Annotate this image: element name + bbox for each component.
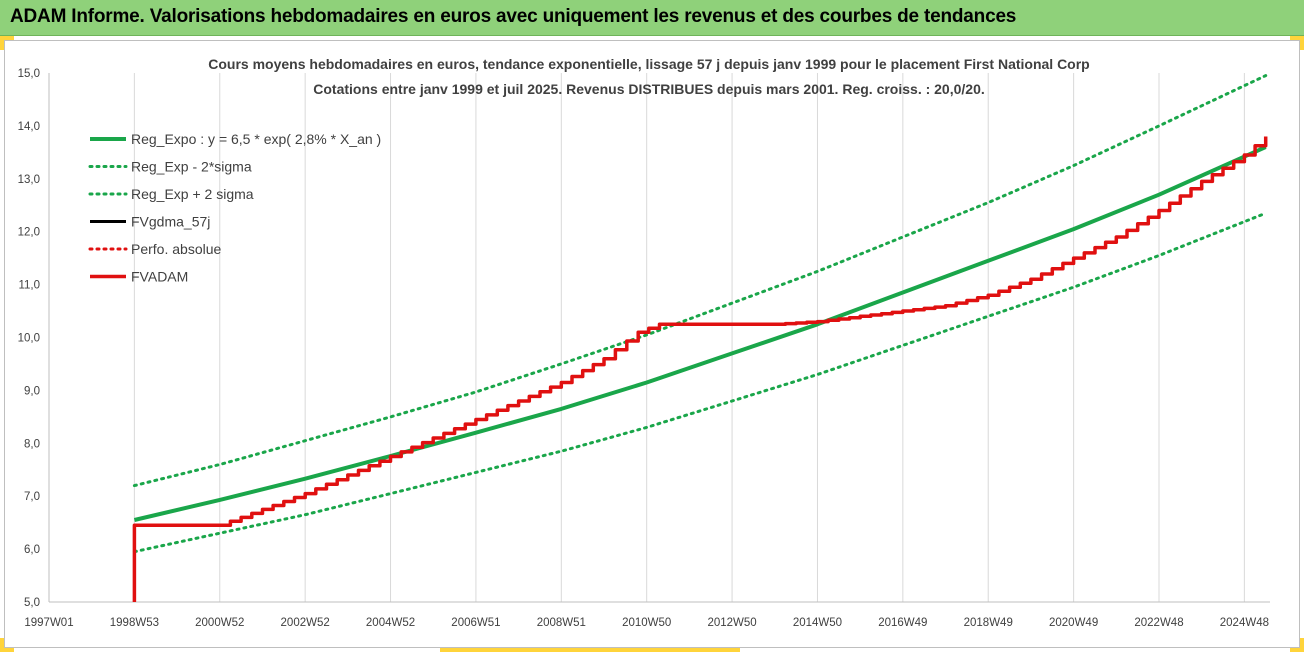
y-tick-label: 12,0 — [18, 227, 40, 239]
chart-title: Cours moyens hebdomadaires en euros, ten… — [208, 56, 1090, 72]
y-tick-label: 10,0 — [18, 333, 40, 345]
x-tick-label: 1998W53 — [110, 617, 159, 629]
legend-label: Reg_Expo : y = 6,5 * exp( 2,8% * X_an ) — [131, 131, 381, 147]
x-tick-label: 2016W49 — [878, 617, 927, 629]
x-tick-label: 2018W49 — [964, 617, 1013, 629]
series-line-5 — [132, 136, 1268, 602]
corner-accent-bottom-right — [1290, 638, 1304, 652]
x-tick-label: 2004W52 — [366, 617, 415, 629]
legend-label: Perfo. absolue — [131, 241, 221, 257]
x-tick-label: 2012W50 — [707, 617, 756, 629]
legend-label: FVgdma_57j — [131, 214, 210, 230]
y-tick-label: 15,0 — [18, 68, 40, 80]
y-tick-label: 9,0 — [24, 385, 40, 397]
series-line-2 — [132, 74, 1268, 488]
x-tick-label: 2008W51 — [537, 617, 586, 629]
corner-accent-bottom-left — [0, 638, 14, 652]
x-tick-label: 2022W48 — [1134, 617, 1183, 629]
y-tick-label: 14,0 — [18, 121, 40, 133]
axes: 1997W01 1998W53 2000W52 2002W52 2004W52 2006W… — [18, 68, 1270, 629]
report-title: ADAM Informe. Valorisations hebdomadaire… — [10, 6, 1017, 27]
series-lines — [132, 74, 1268, 602]
chart-subtitle: Cotations entre janv 1999 et juil 2025. … — [313, 81, 985, 97]
y-tick-label: 6,0 — [24, 544, 40, 556]
corner-accent-top-right — [1290, 36, 1304, 50]
y-tick-label: 11,0 — [18, 280, 40, 292]
vertical-gridlines — [48, 73, 1245, 602]
x-tick-label: 2006W51 — [451, 617, 500, 629]
x-tick-label: 2002W52 — [281, 617, 330, 629]
y-tick-label: 5,0 — [24, 597, 40, 609]
bottom-accent-strip — [440, 648, 740, 652]
x-tick-label: 2000W52 — [195, 617, 244, 629]
y-tick-label: 13,0 — [18, 174, 40, 186]
x-tick-label: 1997W01 — [24, 617, 73, 629]
series-line-0 — [133, 145, 1267, 522]
y-tick-label: 7,0 — [24, 491, 40, 503]
y-tick-label: 8,0 — [24, 438, 40, 450]
report-banner: ADAM Informe. Valorisations hebdomadaire… — [0, 0, 1304, 36]
legend-label: Reg_Exp - 2*sigma — [131, 159, 252, 175]
x-tick-label: 2020W49 — [1049, 617, 1098, 629]
series-line-1 — [132, 211, 1268, 554]
legend-label: Reg_Exp + 2 sigma — [131, 186, 254, 202]
x-tick-label: 2014W50 — [793, 617, 842, 629]
x-tick-label: 2010W50 — [622, 617, 671, 629]
corner-accent-top-left — [0, 36, 14, 50]
chart-legend: Reg_Expo : y = 6,5 * exp( 2,8% * X_an ) R… — [88, 131, 381, 285]
legend-label: FVADAM — [131, 269, 188, 285]
x-tick-label: 2024W48 — [1220, 617, 1269, 629]
